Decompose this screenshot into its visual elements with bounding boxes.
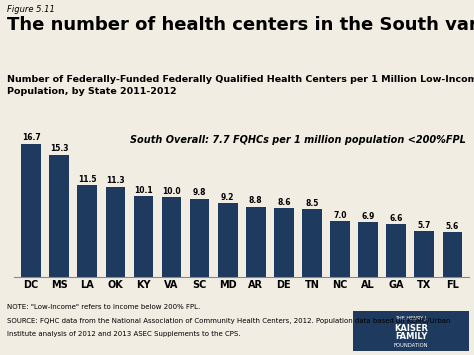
Text: 5.6: 5.6 bbox=[446, 222, 459, 231]
Text: Figure 5.11: Figure 5.11 bbox=[7, 5, 55, 14]
Text: 11.5: 11.5 bbox=[78, 175, 97, 184]
Text: South Overall: 7.7 FQHCs per 1 million population <200%FPL: South Overall: 7.7 FQHCs per 1 million p… bbox=[130, 135, 466, 145]
Bar bbox=[106, 187, 125, 277]
Bar bbox=[443, 232, 462, 277]
Bar bbox=[330, 221, 350, 277]
Bar bbox=[162, 197, 182, 277]
Text: 9.2: 9.2 bbox=[221, 193, 234, 202]
Text: 8.6: 8.6 bbox=[277, 198, 291, 207]
Text: 15.3: 15.3 bbox=[50, 144, 68, 153]
Text: 8.8: 8.8 bbox=[249, 196, 263, 206]
Text: 8.5: 8.5 bbox=[305, 199, 319, 208]
Text: The number of health centers in the South varies by state.: The number of health centers in the Sout… bbox=[7, 16, 474, 34]
Text: 11.3: 11.3 bbox=[106, 176, 125, 185]
Bar bbox=[358, 222, 378, 277]
Text: FOUNDATION: FOUNDATION bbox=[394, 343, 428, 348]
Text: 5.7: 5.7 bbox=[418, 221, 431, 230]
Bar bbox=[77, 185, 97, 277]
Bar bbox=[218, 203, 237, 277]
Bar bbox=[302, 209, 322, 277]
Text: SOURCE: FQHC data from the National Association of Community Health Centers, 201: SOURCE: FQHC data from the National Asso… bbox=[7, 318, 451, 324]
Text: 16.7: 16.7 bbox=[22, 133, 40, 142]
Text: THE HENRY J.: THE HENRY J. bbox=[395, 316, 428, 321]
Bar bbox=[21, 143, 41, 277]
Text: KAISER: KAISER bbox=[394, 324, 428, 333]
Text: 10.1: 10.1 bbox=[134, 186, 153, 195]
Bar bbox=[246, 207, 265, 277]
Bar bbox=[134, 196, 153, 277]
Text: FAMILY: FAMILY bbox=[395, 332, 428, 341]
Text: 7.0: 7.0 bbox=[333, 211, 347, 220]
Text: NOTE: "Low-Income" refers to income below 200% FPL.: NOTE: "Low-Income" refers to income belo… bbox=[7, 304, 201, 310]
Text: 9.8: 9.8 bbox=[193, 189, 206, 197]
Text: 10.0: 10.0 bbox=[162, 187, 181, 196]
Text: 6.9: 6.9 bbox=[362, 212, 375, 220]
Text: Institute analysis of 2012 and 2013 ASEC Supplements to the CPS.: Institute analysis of 2012 and 2013 ASEC… bbox=[7, 331, 241, 337]
Text: Number of Federally-Funded Federally Qualified Health Centers per 1 Million Low-: Number of Federally-Funded Federally Qua… bbox=[7, 75, 474, 83]
Text: 6.6: 6.6 bbox=[390, 214, 403, 223]
Bar bbox=[414, 231, 434, 277]
Bar bbox=[386, 224, 406, 277]
Bar bbox=[49, 155, 69, 277]
Bar bbox=[274, 208, 294, 277]
Bar bbox=[190, 199, 210, 277]
Text: Population, by State 2011-2012: Population, by State 2011-2012 bbox=[7, 87, 177, 96]
